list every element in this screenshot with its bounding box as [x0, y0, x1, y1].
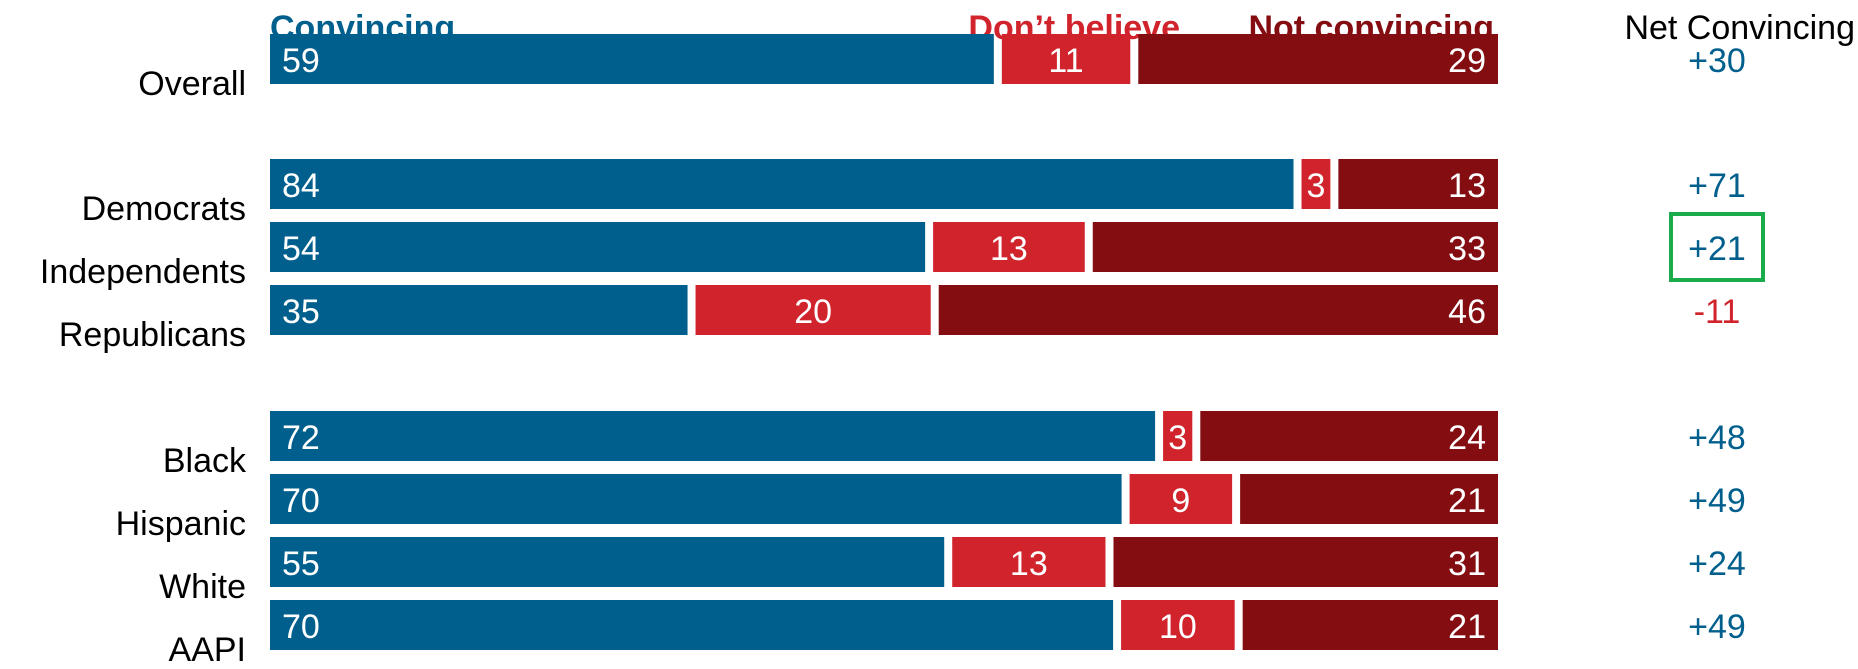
- bar-not-convincing: [1138, 34, 1498, 84]
- category-label: Independents: [40, 253, 246, 291]
- category-label: AAPI: [169, 631, 246, 669]
- bar-dont-believe: [695, 285, 931, 335]
- data-label-dont-believe: 20: [794, 293, 832, 331]
- bar-row-democrats: Democrats 84 3 13 +71: [82, 159, 1746, 228]
- data-label-dont-believe: 11: [1048, 42, 1083, 80]
- category-label: Democrats: [82, 190, 246, 228]
- data-label-not-convincing: 21: [1448, 482, 1486, 520]
- data-label-not-convincing: 31: [1448, 545, 1486, 583]
- data-label-convincing: 70: [282, 482, 320, 520]
- bar-dont-believe: [933, 222, 1085, 272]
- highlight-box: [1669, 212, 1765, 282]
- bar-not-convincing: [1113, 537, 1498, 587]
- bar-not-convincing: [1200, 411, 1498, 461]
- net-convincing-header: Net Convincing: [1624, 9, 1855, 47]
- data-label-dont-believe: 3: [1168, 419, 1187, 457]
- bar-not-convincing: [938, 285, 1498, 335]
- bar-not-convincing: [1240, 474, 1498, 524]
- bar-dont-believe: [1163, 411, 1193, 461]
- bar-convincing: [270, 411, 1156, 461]
- bar-row-republicans: Republicans 35 20 46 -11: [59, 285, 1740, 354]
- data-label-dont-believe: 9: [1171, 482, 1190, 520]
- data-label-convincing: 59: [282, 42, 320, 80]
- data-label-dont-believe: 13: [990, 230, 1028, 268]
- net-value: +49: [1688, 482, 1746, 520]
- net-value: +49: [1688, 608, 1746, 646]
- data-label-not-convincing: 33: [1448, 230, 1486, 268]
- bar-not-convincing: [1242, 600, 1498, 650]
- bar-row-overall: Overall 59 11 29 +30: [138, 34, 1746, 103]
- bar-dont-believe: [952, 537, 1106, 587]
- category-label: Black: [163, 442, 247, 480]
- bar-dont-believe: [1129, 474, 1233, 524]
- bar-convincing: [270, 222, 926, 272]
- data-label-convincing: 84: [282, 167, 320, 205]
- category-label: White: [159, 568, 246, 606]
- category-label: Republicans: [59, 316, 246, 354]
- data-label-not-convincing: 24: [1448, 419, 1486, 457]
- bar-not-convincing: [1092, 222, 1498, 272]
- data-label-convincing: 35: [282, 293, 320, 331]
- bar-dont-believe: [1301, 159, 1331, 209]
- bar-convincing: [270, 600, 1114, 650]
- data-label-not-convincing: 29: [1448, 42, 1486, 80]
- net-value: +71: [1688, 167, 1746, 205]
- bar-dont-believe: [1001, 34, 1131, 84]
- bar-not-convincing: [1338, 159, 1498, 209]
- category-label: Overall: [138, 65, 246, 103]
- data-label-dont-believe: 3: [1306, 167, 1325, 205]
- bar-row-black: Black 72 3 24 +48: [163, 411, 1746, 480]
- net-value: +24: [1688, 545, 1746, 583]
- bar-row-aapi: AAPI 70 10 21 +49: [169, 600, 1746, 669]
- data-label-convincing: 55: [282, 545, 320, 583]
- data-label-dont-believe: 10: [1159, 608, 1197, 646]
- net-value: -11: [1694, 293, 1741, 331]
- bar-convincing: [270, 537, 945, 587]
- data-label-convincing: 70: [282, 608, 320, 646]
- bar-convincing: [270, 34, 994, 84]
- data-label-dont-believe: 13: [1010, 545, 1048, 583]
- bar-row-white: White 55 13 31 +24: [159, 537, 1746, 606]
- data-label-not-convincing: 13: [1448, 167, 1486, 205]
- net-value: +48: [1688, 419, 1746, 457]
- net-value: +21: [1688, 230, 1746, 268]
- bar-convincing: [270, 285, 688, 335]
- bar-row-hispanic: Hispanic 70 9 21 +49: [116, 474, 1746, 543]
- net-value: +30: [1688, 42, 1746, 80]
- data-label-not-convincing: 21: [1448, 608, 1486, 646]
- data-label-not-convincing: 46: [1448, 293, 1486, 331]
- bar-row-independents: Independents 54 13 33 +21: [40, 212, 1765, 291]
- data-label-convincing: 54: [282, 230, 320, 268]
- data-label-convincing: 72: [282, 419, 320, 457]
- bar-convincing: [270, 159, 1294, 209]
- bar-dont-believe: [1121, 600, 1235, 650]
- category-label: Hispanic: [116, 505, 246, 543]
- bar-convincing: [270, 474, 1122, 524]
